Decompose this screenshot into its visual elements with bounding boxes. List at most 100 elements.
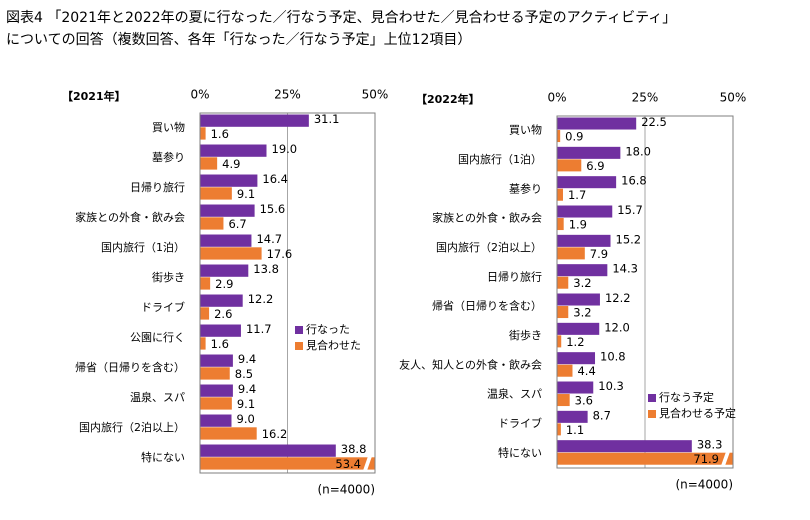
value-label: 16.8 xyxy=(621,174,647,188)
bar xyxy=(557,423,561,436)
value-label: 14.7 xyxy=(256,232,282,246)
category-label: 特にない xyxy=(141,450,185,464)
value-label: 1.7 xyxy=(568,188,586,202)
value-label: 15.6 xyxy=(260,202,286,216)
value-label: 6.7 xyxy=(228,217,246,231)
value-label: 15.7 xyxy=(617,203,643,217)
x-tick-label: 50% xyxy=(720,91,747,105)
legend-swatch xyxy=(295,326,303,334)
note: (n=4000) xyxy=(317,483,375,497)
value-label: 1.6 xyxy=(211,337,229,351)
legend-label: 行なう予定 xyxy=(659,390,714,404)
value-label: 13.8 xyxy=(253,262,279,276)
value-label: 38.8 xyxy=(341,442,367,456)
value-label: 9.4 xyxy=(238,382,256,396)
bar xyxy=(200,307,210,320)
value-label: 15.2 xyxy=(616,232,642,246)
value-label: 1.9 xyxy=(569,218,587,232)
bar xyxy=(200,427,257,440)
bar xyxy=(200,294,243,307)
bar xyxy=(200,204,255,217)
bar xyxy=(200,354,233,367)
axis-break xyxy=(363,456,372,471)
value-label: 4.4 xyxy=(577,364,595,378)
value-label: 1.1 xyxy=(566,423,584,437)
x-tick-label: 0% xyxy=(547,91,566,105)
bar xyxy=(557,146,621,159)
bar xyxy=(557,306,569,319)
category-label: 日帰り旅行 xyxy=(130,180,185,194)
legend-swatch xyxy=(648,410,656,418)
value-label: 6.9 xyxy=(586,159,604,173)
value-label: 14.3 xyxy=(612,262,638,276)
axis-break xyxy=(721,451,730,466)
value-label: 22.5 xyxy=(641,115,667,129)
category-label: 公園に行く xyxy=(130,331,185,344)
bar xyxy=(557,130,561,143)
bar xyxy=(557,381,594,394)
value-label: 12.0 xyxy=(604,320,630,334)
bar xyxy=(557,452,733,465)
bar xyxy=(200,264,249,277)
value-label: 1.2 xyxy=(566,335,584,349)
bar xyxy=(557,188,563,201)
bar xyxy=(557,352,596,365)
value-label: 4.9 xyxy=(222,157,240,171)
value-label: 9.1 xyxy=(237,187,255,201)
bar xyxy=(200,217,224,230)
bar xyxy=(557,276,569,289)
bar xyxy=(200,187,232,200)
value-label: 3.2 xyxy=(573,306,591,320)
bar xyxy=(200,277,211,290)
bar xyxy=(200,234,252,247)
value-label: 7.9 xyxy=(590,247,608,261)
value-label: 10.3 xyxy=(598,379,624,393)
value-label: 19.0 xyxy=(272,142,298,156)
bar xyxy=(200,114,309,127)
value-label: 9.4 xyxy=(238,352,256,366)
x-tick-label: 0% xyxy=(190,88,209,102)
value-label: 3.6 xyxy=(575,394,593,408)
category-label: 墓参り xyxy=(152,150,185,164)
category-label: 国内旅行（2泊以上） xyxy=(79,420,185,434)
title-line: についての回答（複数回答、各年「行なった／行なう予定」上位12項目） xyxy=(6,31,471,48)
legend-swatch xyxy=(648,394,656,402)
category-label: 帰省（日帰りを含む） xyxy=(432,299,542,313)
chart-label: 【2022年】 xyxy=(416,92,480,106)
value-label: 10.8 xyxy=(600,350,626,364)
bar xyxy=(557,218,564,231)
bar xyxy=(557,322,600,335)
category-label: 国内旅行（1泊） xyxy=(458,152,542,166)
bar xyxy=(200,397,232,410)
bar xyxy=(200,157,218,170)
category-label: 日帰り旅行 xyxy=(487,269,542,283)
bar xyxy=(200,174,258,187)
bar xyxy=(200,384,233,397)
plot-frame xyxy=(556,115,734,469)
value-label: 2.9 xyxy=(215,277,233,291)
value-label: 1.6 xyxy=(211,127,229,141)
bar xyxy=(200,367,230,380)
chart-label: 【2021年】 xyxy=(62,89,126,103)
bar xyxy=(557,234,611,247)
category-label: 国内旅行（1泊） xyxy=(101,240,185,254)
value-label: 8.5 xyxy=(235,367,253,381)
bar xyxy=(200,127,206,140)
category-label: 買い物 xyxy=(152,120,185,134)
value-label: 9.0 xyxy=(237,412,255,426)
value-label: 71.9 xyxy=(693,452,719,466)
bar xyxy=(200,247,262,260)
category-label: 家族との外食・飲み会 xyxy=(432,211,542,225)
bar xyxy=(557,205,613,218)
category-label: 街歩き xyxy=(509,328,542,342)
category-label: 帰省（日帰りを含む） xyxy=(75,360,185,374)
bar xyxy=(557,264,608,277)
category-label: ドライブ xyxy=(498,416,542,430)
category-label: ドライブ xyxy=(141,300,185,314)
value-label: 0.9 xyxy=(565,130,583,144)
category-label: 墓参り xyxy=(509,181,542,195)
bar xyxy=(200,324,241,337)
x-tick-label: 50% xyxy=(362,88,389,102)
value-label: 38.3 xyxy=(697,438,723,452)
